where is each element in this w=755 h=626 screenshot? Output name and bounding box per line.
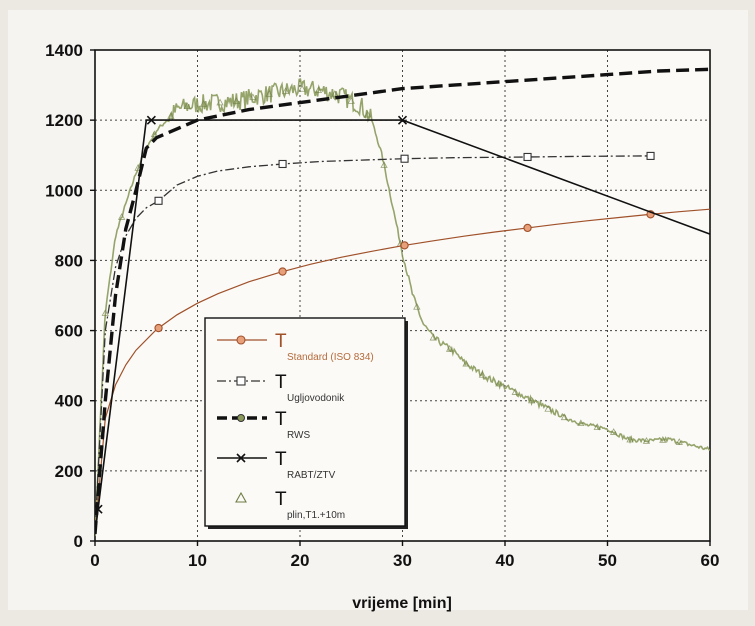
x-tick-label: 50	[598, 551, 617, 570]
series-marker	[560, 413, 569, 421]
series-marker	[265, 90, 273, 97]
series-marker	[626, 435, 634, 443]
series-line	[95, 155, 651, 535]
series-marker	[397, 115, 408, 125]
series-marker	[609, 428, 618, 435]
series-marker	[278, 267, 287, 276]
x-tick-label: 0	[90, 551, 99, 570]
series-marker	[134, 164, 142, 171]
legend-label-subscript: RABT/ZTV	[287, 470, 336, 481]
series-marker	[646, 151, 655, 160]
series-marker	[429, 333, 437, 341]
series-marker	[101, 309, 109, 316]
series-marker	[183, 102, 191, 110]
series-line	[95, 208, 710, 535]
y-tick-label: 400	[55, 392, 83, 411]
y-tick-label: 1000	[45, 181, 83, 200]
y-tick-label: 0	[74, 532, 83, 551]
y-tick-label: 200	[55, 462, 83, 481]
series-marker	[95, 504, 103, 514]
series-marker	[659, 435, 667, 443]
series-marker	[154, 196, 163, 205]
series-marker	[523, 152, 532, 162]
series-marker	[249, 93, 257, 101]
series-gas-temperature	[95, 78, 710, 537]
series-iso834	[95, 208, 710, 535]
legend-label: T	[275, 449, 287, 470]
x-tick-label: 60	[701, 551, 720, 570]
series-marker	[347, 97, 355, 104]
series-line	[95, 67, 710, 535]
legend-box	[204, 317, 406, 527]
series-marker	[413, 302, 421, 310]
legend-label: T	[275, 409, 287, 430]
x-axis-title: vrijeme [min]	[352, 595, 452, 612]
series-rws	[95, 67, 710, 535]
series-marker	[400, 154, 409, 163]
series-marker	[445, 344, 454, 352]
legend-label-subscript: plin,T1.+10m	[287, 510, 345, 521]
series-marker	[117, 213, 126, 220]
legend-label-subscript: Ugljovodonik	[287, 393, 345, 404]
series-marker	[577, 419, 585, 427]
series-marker	[331, 90, 339, 97]
y-tick-label: 1400	[45, 41, 83, 60]
y-tick-label: 600	[55, 322, 83, 341]
series-marker	[154, 323, 163, 333]
series-marker	[675, 438, 683, 445]
series-marker	[146, 115, 156, 125]
legend-label-subscript: Standard (ISO 834)	[287, 352, 374, 363]
series-marker	[478, 370, 487, 378]
series-marker	[298, 84, 306, 92]
series-rabt-ztv	[95, 115, 710, 535]
series-marker	[511, 388, 519, 395]
series-line	[95, 78, 710, 537]
series-marker	[314, 86, 323, 94]
legend-marker	[236, 335, 246, 345]
series-marker	[462, 359, 470, 367]
series-marker	[363, 110, 372, 118]
x-tick-label: 20	[291, 551, 310, 570]
series-marker	[281, 87, 290, 94]
x-tick-label: 10	[188, 551, 207, 570]
series-marker	[216, 98, 224, 106]
series-marker	[593, 423, 601, 430]
series-marker	[150, 130, 159, 138]
series-marker	[199, 99, 208, 107]
legend-label: T	[275, 372, 287, 393]
series-marker	[232, 97, 241, 104]
series-marker	[278, 159, 287, 169]
legend-marker	[237, 414, 245, 422]
series-marker	[642, 437, 651, 444]
legend-label-subscript: RWS	[287, 430, 310, 441]
series-line	[95, 119, 710, 535]
series-hydrocarbon	[95, 151, 655, 535]
series-marker	[544, 404, 552, 412]
axes	[90, 49, 711, 546]
series-marker	[400, 241, 409, 250]
legend-marker	[235, 491, 247, 503]
legend-marker	[236, 376, 246, 386]
series-marker	[495, 379, 503, 387]
series-marker	[380, 161, 388, 168]
legend-label: T	[275, 489, 287, 510]
legend-label: T	[275, 331, 287, 352]
series-layer	[95, 67, 710, 537]
series-marker	[527, 396, 536, 404]
x-tick-label: 30	[393, 551, 412, 570]
series-marker	[167, 112, 175, 119]
series-marker	[523, 223, 532, 233]
legend-marker	[236, 453, 246, 463]
y-tick-label: 800	[55, 251, 83, 270]
x-tick-label: 40	[496, 551, 515, 570]
y-tick-label: 1200	[45, 111, 83, 130]
